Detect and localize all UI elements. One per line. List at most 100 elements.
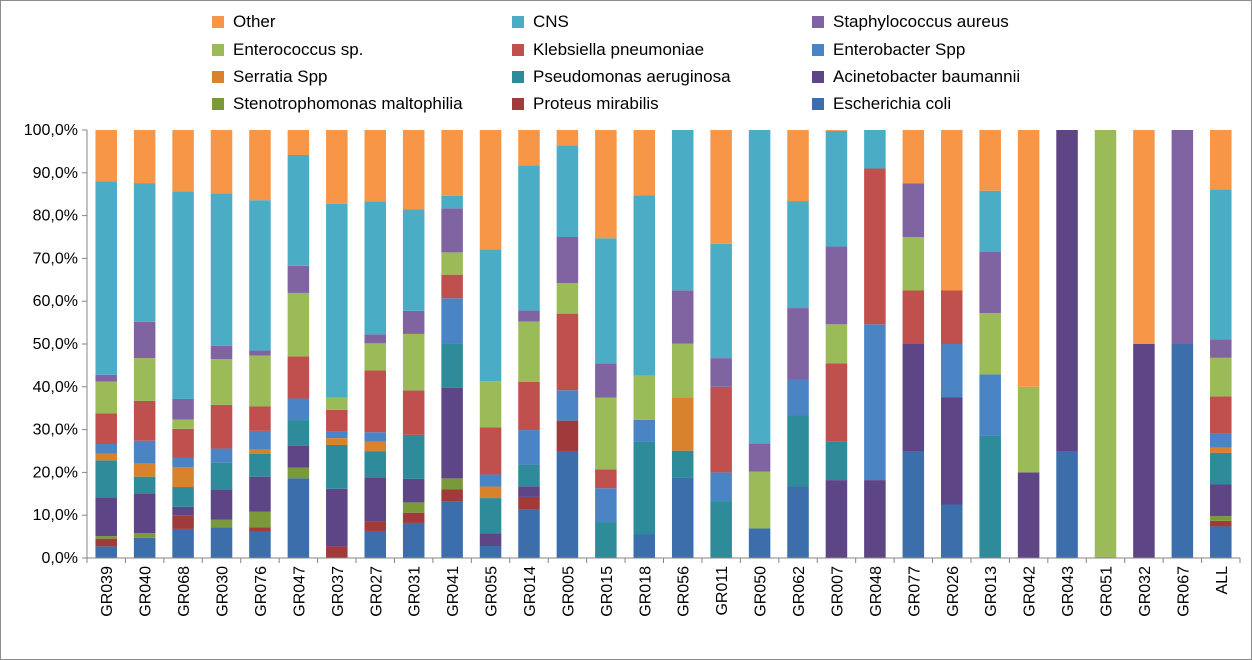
y-tick-label: 70,0% — [33, 250, 78, 267]
legend-label: Enterococcus sp. — [233, 40, 364, 59]
bar-segment — [479, 486, 502, 499]
bar-segment — [595, 488, 617, 523]
bar-segment — [902, 130, 925, 184]
bar-segment — [249, 527, 271, 532]
bar-segment — [902, 237, 925, 291]
bar-segment — [479, 381, 502, 428]
bar-segment — [326, 130, 348, 204]
bar-segment — [902, 344, 925, 451]
bar-segment — [940, 504, 963, 558]
legend-label: Other — [233, 12, 276, 31]
bar-segment — [748, 443, 771, 472]
bar-segment — [518, 381, 540, 431]
bar-segment — [95, 546, 117, 558]
legend-swatch — [512, 44, 524, 56]
bar-segment — [940, 290, 963, 344]
bar-segment — [326, 546, 348, 558]
bar-segment — [1210, 396, 1232, 434]
x-tick-label: GR041 — [445, 566, 462, 617]
bar-segment — [979, 251, 1001, 314]
bar-segment — [864, 130, 886, 169]
bar-segment — [1210, 433, 1232, 448]
bar-segment — [249, 476, 271, 512]
bar-segment — [1056, 130, 1078, 451]
bar-segment — [479, 427, 502, 475]
legend-swatch — [812, 98, 824, 110]
bar-segment — [710, 501, 732, 558]
bar-segment — [133, 476, 156, 494]
bar-segment — [402, 333, 425, 391]
bar-segment — [710, 386, 732, 473]
bar-segment — [133, 440, 156, 464]
bar-segment — [556, 451, 579, 558]
bar-segment — [441, 130, 463, 196]
bar-segment — [1210, 130, 1232, 190]
bar-segment — [556, 130, 579, 146]
y-tick-label: 50,0% — [33, 336, 78, 353]
bar-segment — [287, 265, 310, 293]
bar-segment — [787, 130, 809, 202]
bar-segment — [441, 489, 463, 502]
bar-segment — [249, 200, 271, 351]
legend-item-escherichia-coli: Escherichia coli — [812, 94, 951, 114]
bar-segment — [556, 390, 579, 421]
bar-segment — [287, 398, 310, 421]
bar-segment — [710, 130, 732, 244]
bar-segment — [210, 462, 233, 490]
bar-segment — [1017, 472, 1040, 558]
bar-segment — [364, 370, 387, 433]
bar-segment — [364, 477, 387, 522]
legend-label: Klebsiella pneumoniae — [533, 40, 705, 59]
bar-segment — [402, 130, 425, 210]
bar-segment — [210, 345, 233, 360]
bar-segment — [326, 444, 348, 489]
bar-segment — [710, 358, 732, 387]
bar-segment — [326, 488, 348, 547]
bar-segment — [633, 441, 656, 535]
bar-segment — [902, 451, 925, 558]
bar-segment — [210, 130, 233, 194]
bar-segment — [441, 343, 463, 388]
x-tick-label: GR056 — [676, 566, 693, 617]
bar-segment — [364, 130, 387, 202]
bar-segment — [479, 249, 502, 382]
bar-segment — [556, 313, 579, 391]
bar-segment — [748, 528, 771, 558]
x-tick-label: GR037 — [330, 566, 347, 617]
bar-segment — [133, 463, 156, 477]
bar-segment — [940, 130, 963, 291]
bar-segment — [1017, 130, 1040, 387]
legend-label: Acinetobacter baumannii — [833, 67, 1021, 86]
legend-swatch — [212, 16, 224, 28]
bar-segment — [172, 515, 194, 529]
legend-label: Enterobacter Spp — [833, 40, 966, 59]
legend-item-acinetobacter-baumannii: Acinetobacter baumannii — [812, 67, 1020, 87]
bar-segment — [748, 130, 771, 444]
bar-segment — [825, 324, 848, 364]
bar-segment — [979, 313, 1001, 375]
bar-segment — [671, 290, 694, 344]
bar-segment — [402, 522, 425, 558]
legend-item-pseudomonas-aeruginosa: Pseudomonas aeruginosa — [512, 67, 731, 87]
bar-segment — [479, 546, 502, 558]
bar-segment — [1094, 130, 1117, 558]
bar-segment — [825, 130, 848, 247]
bar-segment — [402, 310, 425, 334]
bar-segment — [95, 181, 117, 375]
bar-segment — [595, 397, 617, 470]
bar-segment — [95, 536, 117, 539]
bar-segment — [1210, 339, 1232, 358]
y-tick-label: 60,0% — [33, 293, 78, 310]
bar-segment — [479, 533, 502, 547]
legend-item-enterobacter: Enterobacter Spp — [812, 40, 965, 60]
x-tick-label: GR027 — [368, 566, 385, 617]
bar-segment — [979, 435, 1001, 558]
legend-swatch — [512, 71, 524, 83]
legend-swatch — [212, 44, 224, 56]
bar-segment — [326, 409, 348, 432]
legend-item-klebsiella-pneumoniae: Klebsiella pneumoniae — [512, 40, 704, 60]
legend-swatch — [812, 71, 824, 83]
bar-segment — [249, 531, 271, 558]
bar-segment — [172, 419, 194, 429]
